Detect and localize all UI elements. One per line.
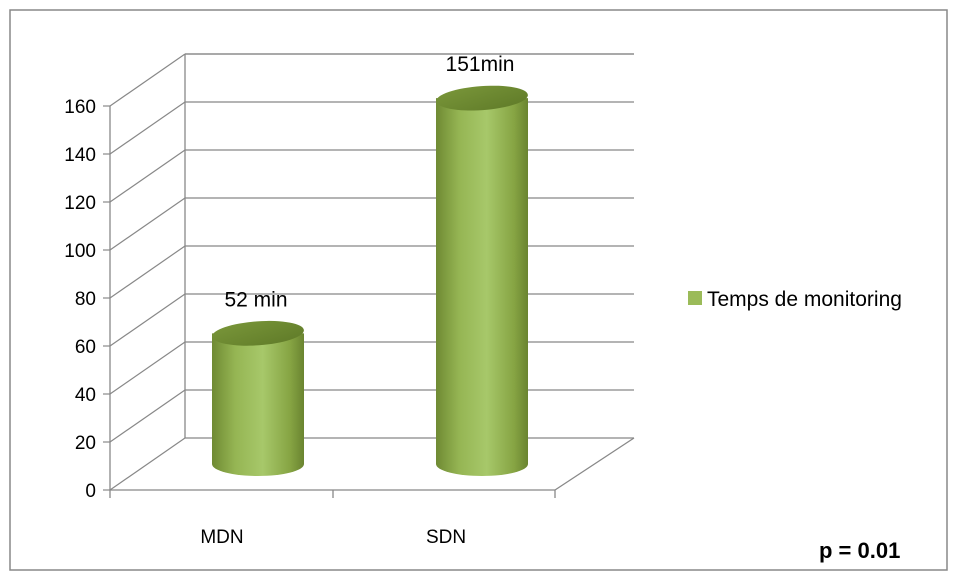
category-label-mdn: MDN [200,527,243,548]
data-label-sdn: 151min [446,53,515,76]
data-labels: 52 min 151min [224,53,514,311]
category-label-sdn: SDN [426,527,466,548]
gridline-diagonal [109,197,186,251]
y-tick-label: 40 [75,385,96,406]
gridline-diagonal [109,437,186,491]
gridline-diagonal [109,149,186,203]
p-value-annotation: p = 0.01 [819,538,900,563]
gridline-diagonal [109,389,186,443]
bar-mdn [212,333,304,476]
gridline-diagonal [109,293,186,347]
gridline-diagonal [109,341,186,395]
bar-top-mdn [212,320,304,346]
legend-swatch [688,291,702,305]
bars [212,85,528,476]
bar-sdn [436,98,528,476]
legend: Temps de monitoring [688,288,902,311]
bar-top-sdn [436,85,528,111]
gridline-diagonal [109,245,186,299]
y-tick-label: 100 [64,241,96,262]
y-tick-label: 0 [85,481,96,502]
y-tick-label: 20 [75,433,96,454]
gridline-diagonal [109,101,186,155]
y-tick-label: 140 [64,145,96,166]
y-axis-ticks: 0 20 40 60 80 100 120 140 160 [64,97,110,502]
data-label-mdn: 52 min [224,288,287,311]
y-tick-label: 120 [64,193,96,214]
floor-right-edge [554,437,635,491]
category-labels: MDN SDN [200,527,466,548]
legend-label: Temps de monitoring [707,288,902,311]
gridline-diagonal [109,53,186,107]
y-tick-label: 60 [75,337,96,358]
y-tick-label: 80 [75,289,96,310]
y-tick-label: 160 [64,97,96,118]
